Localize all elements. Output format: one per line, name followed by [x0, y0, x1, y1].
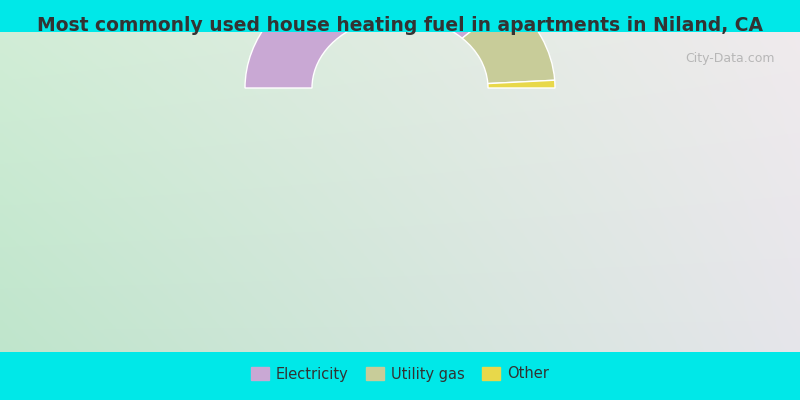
Wedge shape: [488, 80, 555, 88]
Wedge shape: [462, 0, 554, 84]
Text: City-Data.com: City-Data.com: [686, 52, 775, 65]
Wedge shape: [245, 0, 510, 88]
Text: Most commonly used house heating fuel in apartments in Niland, CA: Most commonly used house heating fuel in…: [37, 16, 763, 35]
Legend: Electricity, Utility gas, Other: Electricity, Utility gas, Other: [246, 361, 554, 387]
